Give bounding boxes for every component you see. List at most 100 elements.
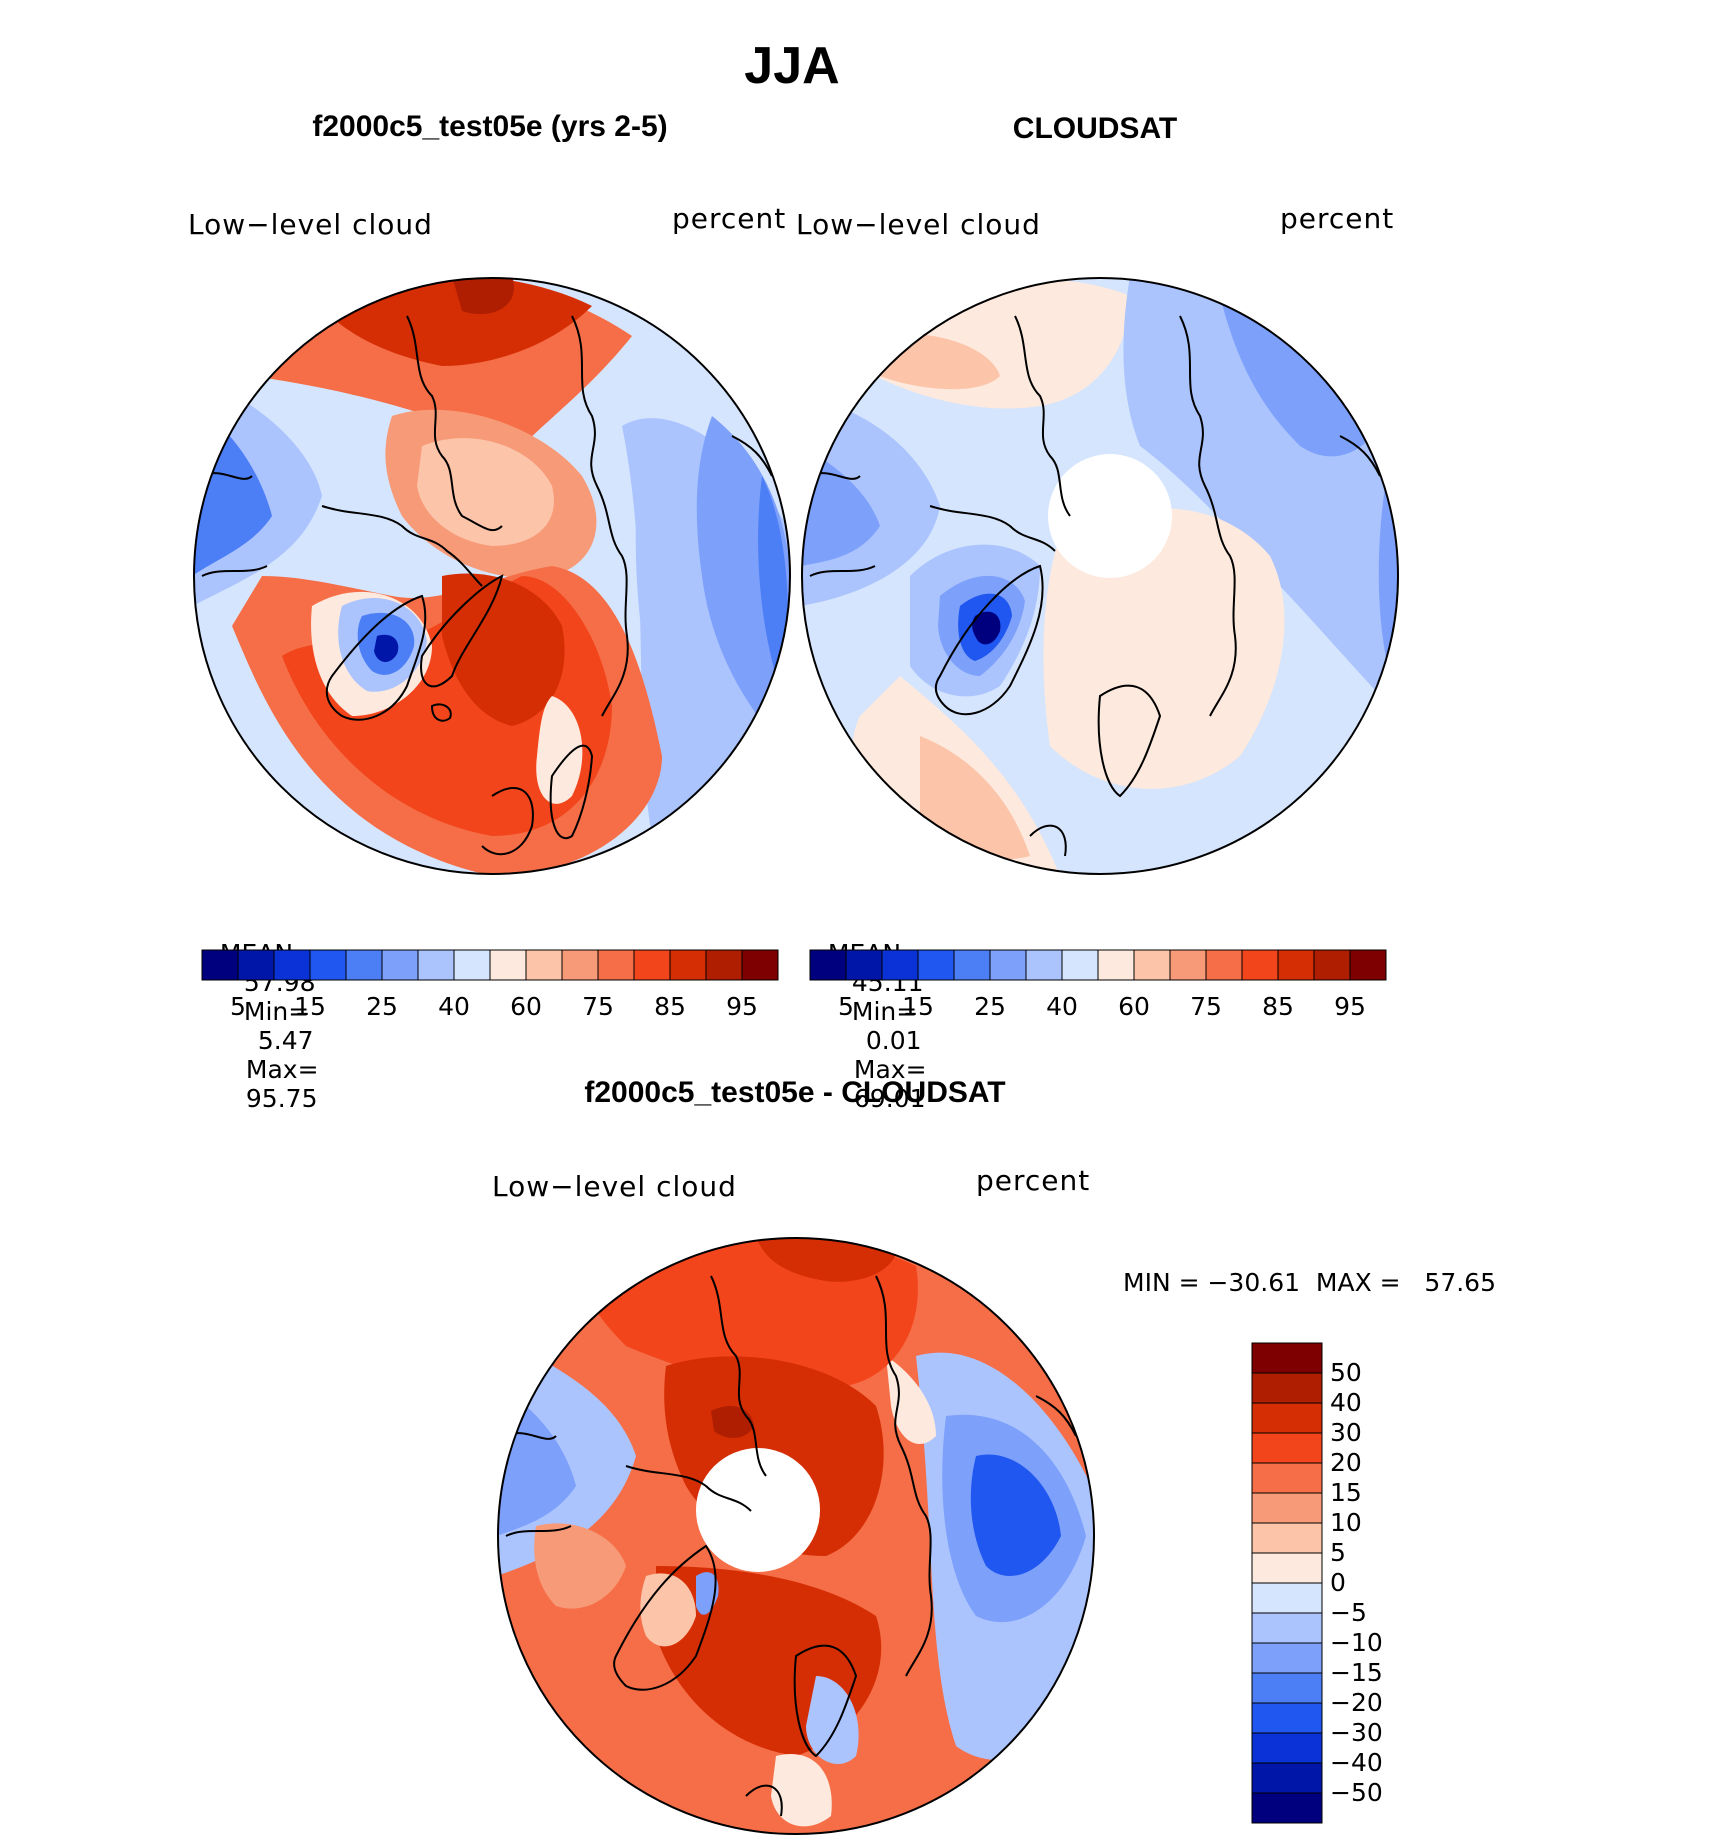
map-boundary <box>801 277 1399 875</box>
colorbar-swatch <box>417 949 455 981</box>
map-field-region <box>1043 508 1285 789</box>
colorbar-tick-label: 85 <box>1262 992 1294 1021</box>
colorbar-swatch <box>1251 1732 1323 1764</box>
colorbar-swatch <box>1251 1342 1323 1374</box>
colorbar-tick-label: −15 <box>1330 1658 1383 1687</box>
colorbar-swatch <box>881 949 919 981</box>
colorbar-tick-label: 95 <box>1334 992 1366 1021</box>
max-value: 95.75 <box>245 1084 318 1113</box>
colorbar-swatch <box>1349 949 1387 981</box>
panel-1-title: f2000c5_test05e (yrs 2-5) <box>312 110 668 143</box>
coastline <box>406 315 503 532</box>
colorbar-tick-label: 75 <box>1190 992 1222 1021</box>
colorbar-swatch <box>669 949 707 981</box>
panel-3-polar-map <box>497 1237 1095 1835</box>
colorbar-swatch <box>1251 1582 1323 1614</box>
colorbar-tick-label: 60 <box>510 992 542 1021</box>
map-field-region <box>442 573 565 726</box>
coastline <box>1097 684 1162 798</box>
colorbar-tick-label: 20 <box>1330 1448 1362 1477</box>
colorbar-swatch <box>201 949 239 981</box>
colorbar-swatch <box>633 949 671 981</box>
colorbar-swatch <box>597 949 635 981</box>
max-value: 69.01 <box>853 1084 926 1113</box>
colorbar-swatch <box>917 949 955 981</box>
coastline <box>613 1544 717 1691</box>
coastline <box>745 1784 783 1817</box>
map-field-region <box>758 476 788 696</box>
colorbar-swatch <box>1169 949 1207 981</box>
colorbar-tick-label: 25 <box>366 992 398 1021</box>
colorbar-tick-label: 40 <box>1330 1388 1362 1417</box>
colorbar-tick-label: 5 <box>230 992 246 1021</box>
colorbar-tick-label: 0 <box>1330 1568 1346 1597</box>
map-boundary <box>497 1237 1095 1835</box>
colorbar-tick-label: 15 <box>902 992 934 1021</box>
map-field-region <box>920 736 1030 860</box>
colorbar-swatch <box>273 949 311 981</box>
colorbar-swatch <box>1205 949 1243 981</box>
max-label: Max= <box>853 1055 927 1084</box>
missing-data-pole-hole <box>1048 454 1172 578</box>
colorbar-swatch <box>489 949 527 981</box>
panel-3-title: f2000c5_test05e - CLOUDSAT <box>584 1076 1006 1109</box>
coastline <box>875 1275 933 1677</box>
coastline <box>321 505 483 587</box>
colorbar-swatch <box>309 949 347 981</box>
colorbar-tick-label: 15 <box>1330 1478 1362 1507</box>
map-boundary <box>193 277 791 875</box>
colorbar-swatch <box>525 949 563 981</box>
colorbar-swatch <box>1251 1672 1323 1704</box>
coastline <box>1014 315 1071 517</box>
colorbar-swatch <box>237 949 275 981</box>
map-field-region <box>972 611 1001 645</box>
map-field-region <box>635 466 662 706</box>
panel-3-colorbar <box>1251 1342 1323 1824</box>
coastline <box>1179 315 1237 717</box>
colorbar-swatch <box>1251 1552 1323 1584</box>
map-field-region <box>711 1406 754 1438</box>
coastline <box>325 594 427 721</box>
colorbar-tick-label: 75 <box>582 992 614 1021</box>
colorbar-tick-label: 25 <box>974 992 1006 1021</box>
colorbar-swatch <box>845 949 883 981</box>
map-field-region <box>417 438 554 546</box>
coastline <box>430 703 452 722</box>
colorbar-swatch <box>345 949 383 981</box>
colorbar-tick-label: 5 <box>1330 1538 1346 1567</box>
panel-2-polar-map <box>801 277 1399 875</box>
colorbar-tick-label: −10 <box>1330 1628 1383 1657</box>
map-field-region <box>1220 296 1380 457</box>
coastline <box>549 744 594 839</box>
missing-data-pole-hole <box>696 1448 820 1572</box>
map-field-region <box>806 1676 859 1765</box>
colorbar-swatch <box>1241 949 1279 981</box>
map-field-region <box>886 1356 936 1445</box>
coastline <box>571 315 629 717</box>
colorbar-swatch <box>1251 1402 1323 1434</box>
colorbar-tick-label: 95 <box>726 992 758 1021</box>
colorbar-swatch <box>1251 1522 1323 1554</box>
panel-3-stats: MIN = −30.61 MAX = 57.65 <box>1123 1268 1496 1297</box>
colorbar-swatch <box>1061 949 1099 981</box>
coastline <box>934 564 1044 716</box>
panel-2-units-label: percent <box>1280 202 1395 235</box>
panel-3-units-label: percent <box>976 1164 1091 1197</box>
map-field-region <box>756 1238 898 1282</box>
colorbar-swatch <box>381 949 419 981</box>
coastline <box>929 505 1056 552</box>
colorbar-swatch <box>989 949 1027 981</box>
map-field-region <box>374 634 399 662</box>
colorbar-tick-label: 30 <box>1330 1418 1362 1447</box>
colorbar-swatch <box>1251 1792 1323 1824</box>
colorbar-swatch <box>1251 1702 1323 1734</box>
panel-2-colorbar <box>809 949 1387 981</box>
colorbar-swatch <box>1251 1372 1323 1404</box>
colorbar-swatch <box>953 949 991 981</box>
min-label: Min= <box>243 997 310 1026</box>
panel-2-variable-label: Low−level cloud <box>796 208 1041 241</box>
colorbar-swatch <box>705 949 743 981</box>
colorbar-swatch <box>1133 949 1171 981</box>
colorbar-swatch <box>561 949 599 981</box>
map-field-region <box>640 1573 696 1647</box>
